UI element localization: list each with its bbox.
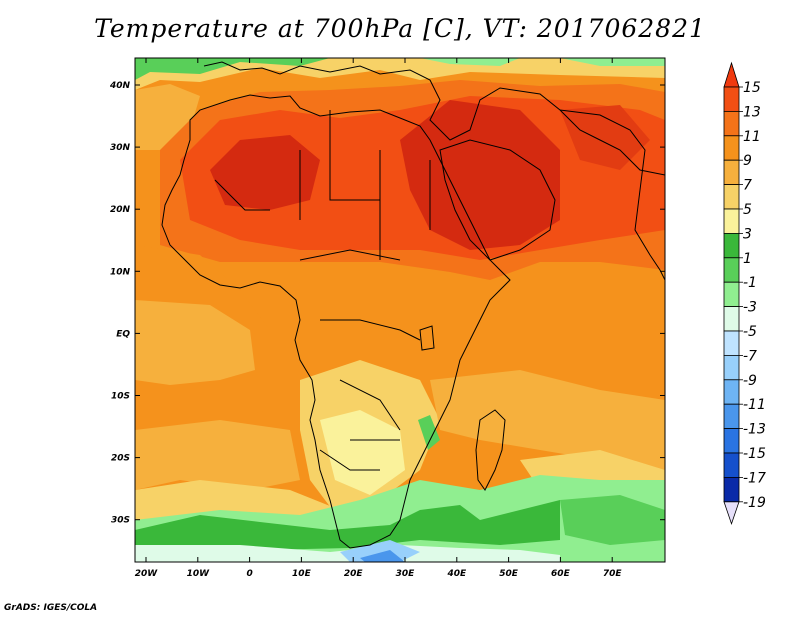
colorbar-top-arrow bbox=[723, 61, 740, 88]
colorbar-segment bbox=[723, 184, 740, 210]
colorbar-segment bbox=[723, 86, 740, 112]
lon-label: 20E bbox=[344, 569, 364, 579]
lon-label: 60E bbox=[551, 569, 571, 579]
lon-label: 10W bbox=[187, 569, 211, 579]
colorbar-label: 1 bbox=[743, 251, 752, 267]
colorbar-label: -17 bbox=[743, 470, 766, 486]
colorbar-segment bbox=[723, 232, 740, 259]
grads-credit: GrADS: IGES/COLA bbox=[4, 603, 98, 613]
map-title: Temperature at 700hPa [C], VT: 201706282… bbox=[94, 14, 706, 43]
colorbar-segment bbox=[723, 281, 740, 308]
colorbar-segment bbox=[723, 330, 740, 356]
lon-label: 10E bbox=[292, 569, 312, 579]
colorbar-label: -3 bbox=[743, 300, 757, 316]
colorbar-label: 7 bbox=[743, 178, 752, 194]
colorbar-segment bbox=[723, 111, 740, 137]
colorbar-segment bbox=[723, 135, 740, 161]
colorbar-segment bbox=[723, 257, 740, 283]
colorbar-label: -7 bbox=[743, 348, 757, 364]
plot-frame bbox=[134, 57, 666, 563]
colorbar-label: -9 bbox=[743, 373, 757, 389]
colorbar-segment bbox=[723, 159, 740, 185]
colorbar-label: -11 bbox=[743, 397, 766, 413]
colorbar-segment bbox=[723, 379, 740, 405]
lon-label: 40E bbox=[446, 569, 467, 579]
colorbar-label: -19 bbox=[743, 495, 766, 511]
colorbar-label: 5 bbox=[743, 202, 752, 218]
colorbar-label: 15 bbox=[743, 80, 761, 96]
colorbar-label: -15 bbox=[743, 446, 766, 462]
colorbar-segment bbox=[723, 208, 740, 234]
lon-label: 30E bbox=[396, 569, 416, 579]
lat-label: 30S bbox=[111, 516, 130, 526]
lat-label: 20N bbox=[110, 205, 131, 215]
colorbar-label: 3 bbox=[743, 226, 752, 242]
colorbar-segment bbox=[723, 476, 740, 503]
colorbar-label: 11 bbox=[743, 129, 761, 145]
colorbar-bottom-arrow bbox=[723, 501, 740, 526]
longitude-axis: 20W 10W 0 10E 20E 30E 40E 50E 60E 70E bbox=[135, 58, 623, 579]
lat-label: 30N bbox=[110, 143, 131, 153]
lon-label: 20W bbox=[135, 569, 159, 579]
lon-label: 50E bbox=[499, 569, 519, 579]
lat-label: EQ bbox=[116, 329, 130, 339]
colorbar-label: -5 bbox=[743, 324, 757, 340]
coastlines bbox=[161, 61, 665, 549]
colorbar-segment bbox=[723, 428, 740, 454]
colorbar: 15 13 11 9 7 5 3 1 -1 -3 -5 -7 -9 -11 -13 -15 -17 -19 bbox=[723, 61, 766, 526]
colorbar-segment bbox=[723, 403, 740, 430]
lat-label: 10S bbox=[111, 392, 130, 402]
colorbar-segment bbox=[723, 306, 740, 332]
lat-label: 20S bbox=[111, 454, 130, 464]
colorbar-label: -13 bbox=[743, 422, 766, 438]
colorbar-label: 13 bbox=[743, 104, 761, 120]
temperature-field bbox=[135, 58, 665, 562]
lon-label: 70E bbox=[603, 569, 623, 579]
colorbar-segment bbox=[723, 354, 740, 381]
lat-label: 10N bbox=[110, 267, 131, 277]
colorbar-label: -1 bbox=[743, 275, 757, 291]
lat-label: 40N bbox=[109, 81, 131, 91]
colorbar-segment bbox=[723, 452, 740, 478]
colorbar-label: 9 bbox=[743, 153, 752, 169]
latitude-axis: 40N 30N 20N 10N EQ 10S 20S 30S bbox=[109, 81, 665, 526]
lon-label: 0 bbox=[246, 569, 252, 579]
